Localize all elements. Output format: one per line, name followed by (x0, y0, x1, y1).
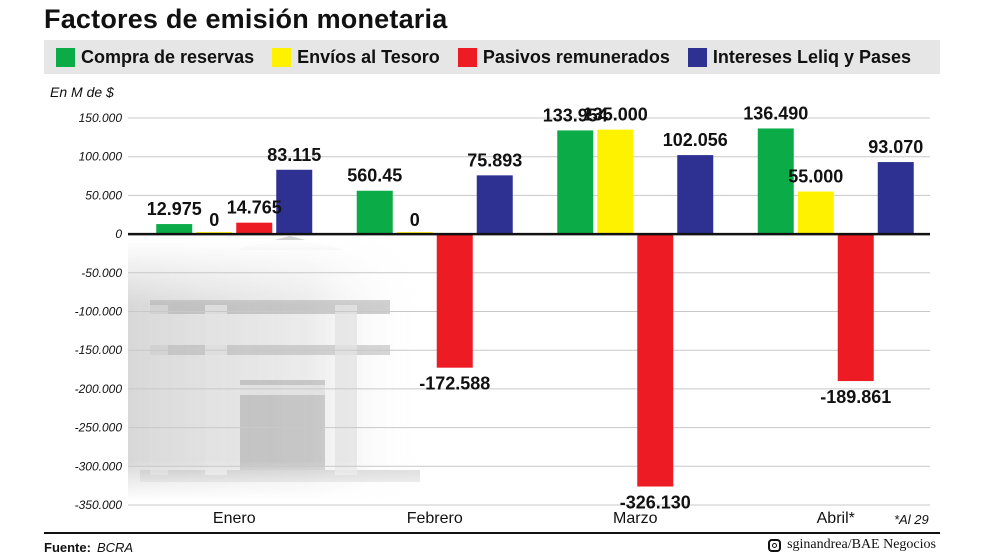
y-tick-label: 150.000 (79, 111, 123, 125)
bar-pasivos-2 (637, 234, 674, 487)
bar-pasivos-0 (236, 222, 273, 235)
y-tick-label: -50.000 (81, 266, 122, 280)
data-label-envios-3: 55.000 (788, 167, 843, 187)
y-tick-label: -100.000 (75, 305, 123, 319)
x-category-label: Abril* (817, 510, 855, 527)
y-tick-label: -350.000 (75, 498, 123, 512)
data-label-compra-1: 560.45 (347, 166, 402, 186)
credit: sginandrea/BAE Negocios (768, 537, 936, 553)
legend: Compra de reservas Envíos al Tesoro Pasi… (44, 40, 940, 74)
source: Fuente: BCRA (44, 540, 133, 555)
data-label-compra-2: 133.954 (543, 105, 608, 125)
legend-label-pasivos: Pasivos remunerados (482, 46, 670, 67)
bar-compra-0 (156, 224, 193, 235)
source-label: Fuente: (44, 540, 91, 555)
bar-intereses-0 (276, 169, 313, 235)
y-tick-label: 50.000 (85, 188, 122, 202)
footer-rule (44, 532, 940, 534)
credit-text: sginandrea/BAE Negocios (787, 537, 936, 552)
source-value: BCRA (96, 540, 134, 555)
data-label-intereses-2: 102.056 (663, 130, 728, 150)
bar-compra-1 (356, 190, 393, 235)
y-tick-label: 100.000 (79, 150, 123, 164)
data-label-pasivos-2: -326.130 (620, 493, 691, 513)
legend-swatch-intereses (687, 47, 707, 67)
y-tick-label: -200.000 (75, 382, 123, 396)
bar-compra-2 (557, 130, 594, 235)
legend-item-intereses: Intereses Leliq y Pases (687, 46, 912, 68)
bar-pasivos-3 (837, 234, 874, 382)
bar-pasivos-1 (436, 234, 473, 368)
data-label-pasivos-3: -189.861 (820, 387, 891, 407)
chart-title: Factores de emisión monetaria (44, 4, 448, 34)
unit-label: En M de $ (50, 84, 114, 100)
legend-label-compra: Compra de reservas (81, 46, 255, 67)
x-category-label: Enero (213, 510, 256, 527)
data-label-envios-2: 135.000 (583, 105, 648, 125)
y-tick-label: -300.000 (75, 459, 123, 473)
bar-envios-2 (597, 129, 634, 235)
bar-compra-3 (757, 128, 794, 235)
x-category-label: Marzo (613, 510, 658, 527)
data-label-pasivos-1: -172.588 (419, 374, 490, 394)
data-label-envios-0: 0 (209, 210, 219, 230)
data-label-pasivos-0: 14.765 (227, 198, 282, 218)
legend-swatch-pasivos (457, 47, 477, 67)
bar-envios-3 (797, 191, 834, 235)
legend-item-pasivos: Pasivos remunerados (457, 46, 670, 68)
legend-item-compra: Compra de reservas (56, 47, 254, 68)
y-tick-label: -250.000 (75, 421, 123, 435)
x-category-label: Febrero (407, 510, 463, 527)
legend-label-envios: Envíos al Tesoro (297, 46, 440, 67)
y-tick-label: -150.000 (75, 343, 123, 357)
instagram-icon (768, 538, 782, 552)
data-label-intereses-0: 83.115 (267, 145, 321, 165)
bar-intereses-3 (877, 162, 914, 235)
legend-label-intereses: Intereses Leliq y Pases (712, 46, 912, 67)
data-label-intereses-1: 75.893 (467, 150, 522, 170)
bar-intereses-2 (677, 155, 714, 235)
building-photo-background (128, 236, 428, 500)
data-label-compra-3: 136.490 (743, 103, 808, 123)
data-label-envios-1: 0 (410, 210, 420, 230)
y-tick-label: 0 (115, 227, 122, 241)
legend-swatch-compra (56, 47, 75, 67)
footnote: *Al 29 (894, 512, 929, 527)
data-label-compra-0: 12.975 (147, 199, 202, 219)
data-label-intereses-3: 93.070 (868, 137, 923, 157)
legend-swatch-envios (272, 47, 292, 67)
bar-intereses-1 (476, 175, 513, 235)
legend-item-envios: Envíos al Tesoro (272, 47, 440, 68)
